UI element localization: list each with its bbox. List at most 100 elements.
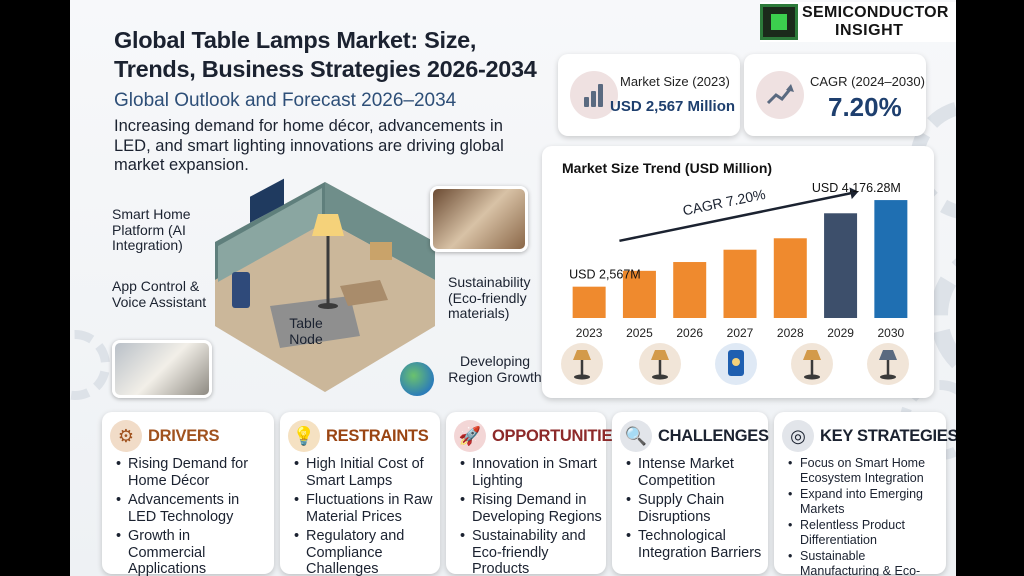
chip-logo-icon	[760, 4, 798, 40]
lamp-shade	[803, 350, 821, 360]
bedroom-photo	[430, 186, 528, 252]
gear-decoration	[70, 330, 110, 400]
chart-bar	[874, 200, 908, 318]
panel-header: ⚙ DRIVERS	[110, 418, 270, 454]
list-item: Sustainable Manufacturing & Eco-design	[788, 549, 942, 576]
panel-opportunities: 🚀 OPPORTUNITIES Innovation in Smart Lighti…	[446, 412, 623, 576]
panel-title: OPPORTUNITIES	[492, 427, 623, 445]
chart-bar	[673, 262, 707, 318]
desk-lamp-icon	[561, 343, 603, 385]
lamp-base	[880, 374, 896, 380]
panel-header: 🔍 CHALLENGES	[620, 418, 769, 454]
lamp-shade	[573, 350, 591, 360]
lamp-base	[574, 374, 590, 380]
logo-text-line2: INSIGHT	[835, 22, 904, 39]
rocket-icon: 🚀	[454, 420, 486, 452]
chart-bar	[723, 249, 757, 318]
panel-restraints: 💡 RESTRAINTS High Initial Cost of Smart La…	[280, 412, 440, 576]
cagr-card: CAGR (2024–2030) 7.20%	[744, 54, 926, 136]
brand-logo: SEMICONDUCTOR INSIGHT	[760, 2, 956, 42]
globe-icon	[400, 362, 434, 396]
list-item: Advancements in LED Technology	[116, 492, 270, 525]
table-lamp-icon	[639, 343, 681, 385]
list-item: High Initial Cost of Smart Lamps	[294, 456, 436, 489]
market-size-card: Market Size (2023) USD 2,567 Million	[558, 54, 740, 136]
list-item: Supply Chain Disruptions	[626, 492, 764, 525]
panel-title: RESTRAINTS	[326, 427, 429, 445]
callout-developing-region: Developing Region Growth	[448, 353, 542, 385]
panel-list: High Initial Cost of Smart LampsFluctuat…	[294, 456, 436, 576]
list-item: Technological Integration Barriers	[626, 528, 764, 561]
panel-list: Intense Market CompetitionSupply Chain D…	[626, 456, 764, 564]
x-tick-label: 2028	[777, 326, 804, 340]
market-size-label: Market Size (2023)	[620, 74, 730, 89]
callout-app-control: App Control & Voice Assistant	[112, 278, 207, 310]
cagr-label: CAGR (2024–2030)	[810, 74, 925, 89]
smart-lamp-icon	[715, 343, 757, 385]
target-icon: ◎	[782, 420, 814, 452]
infographic-canvas: Global Table Lamps Market: Size, Trends,…	[70, 0, 956, 576]
list-item: Regulatory and Compliance Challenges	[294, 528, 436, 576]
panel-key-strategies: ◎ KEY STRATEGIES Focus on Smart Home Ecosy…	[774, 412, 956, 576]
gears-icon: ⚙	[110, 420, 142, 452]
x-tick-label: 2030	[878, 326, 905, 340]
panel-header: 🚀 OPPORTUNITIES	[454, 418, 623, 454]
panel-title: KEY STRATEGIES	[820, 427, 956, 445]
cagr-value: 7.20%	[828, 92, 902, 122]
chart-bar	[773, 238, 807, 318]
architect-lamp-icon	[867, 343, 909, 385]
list-item: Expand into Emerging Markets	[788, 487, 942, 516]
x-tick-label: 2029	[827, 326, 854, 340]
callout-table-node: Table Node	[289, 315, 323, 347]
callout-sustainability: Sustainability (Eco-friendly materials)	[448, 274, 531, 321]
page-title: Global Table Lamps Market: Size, Trends,…	[114, 27, 537, 82]
panel-list: Rising Demand for Home DécorAdvancements…	[116, 456, 270, 576]
living-room-photo	[112, 340, 212, 398]
page-subtitle: Global Outlook and Forecast 2026–2034	[114, 90, 457, 111]
panel-list: Focus on Smart Home Ecosystem Integratio…	[788, 456, 942, 576]
list-item: Relentless Product Differentiation	[788, 518, 942, 547]
list-item: Rising Demand for Home Décor	[116, 456, 270, 489]
lamp-base	[804, 374, 820, 380]
x-tick-label: 2023	[576, 326, 603, 340]
panel-drivers: ⚙ DRIVERS Rising Demand for Home DécorAdva…	[102, 412, 274, 576]
callout-smart-home: Smart Home Platform (AI Integration)	[112, 206, 191, 253]
list-item: Focus on Smart Home Ecosystem Integratio…	[788, 456, 942, 485]
chart-title: Market Size Trend (USD Million)	[562, 160, 773, 176]
panel-header: 💡 RESTRAINTS	[288, 418, 436, 454]
magnifier-icon: 🔍	[620, 420, 652, 452]
panel-title: CHALLENGES	[658, 427, 769, 445]
lamp-shade	[651, 350, 669, 360]
bulb-shape	[732, 358, 740, 366]
logo-text-line1: SEMICONDUCTOR	[802, 4, 949, 21]
list-item: Growth in Commercial Applications	[116, 528, 270, 576]
market-trend-chart: Market Size Trend (USD Million) 2023 2025…	[542, 146, 934, 398]
classic-lamp-icon	[791, 343, 833, 385]
panel-title: DRIVERS	[148, 427, 220, 445]
list-item: Sustainability and Eco-friendly Products	[460, 528, 602, 576]
x-tick-label: 2027	[727, 326, 754, 340]
market-size-value: USD 2,567 Million	[610, 98, 736, 115]
x-tick-label: 2026	[676, 326, 703, 340]
end-value-label: USD 4,176.28M	[812, 181, 901, 195]
chart-bar	[824, 213, 858, 318]
x-tick-label: 2025	[626, 326, 653, 340]
panel-header: ◎ KEY STRATEGIES	[782, 418, 956, 454]
trend-arrow-head	[849, 187, 859, 200]
page-description: Increasing demand for home décor, advanc…	[114, 117, 504, 174]
list-item: Rising Demand in Developing Regions	[460, 492, 602, 525]
list-item: Fluctuations in Raw Material Prices	[294, 492, 436, 525]
start-value-label: USD 2,567M	[569, 268, 641, 282]
lamp-shade	[879, 350, 897, 360]
lightbulb-icon: 💡	[288, 420, 320, 452]
list-item: Innovation in Smart Lighting	[460, 456, 602, 489]
smart-room-illustration	[215, 178, 435, 392]
panel-challenges: 🔍 CHALLENGES Intense Market CompetitionSup…	[612, 412, 769, 574]
bar-chart-icon	[570, 71, 618, 119]
list-item: Intense Market Competition	[626, 456, 764, 489]
chart-bar	[572, 286, 606, 318]
lamp-base	[652, 374, 668, 380]
chart-bar	[622, 270, 656, 318]
trend-arrow-line	[619, 192, 851, 243]
